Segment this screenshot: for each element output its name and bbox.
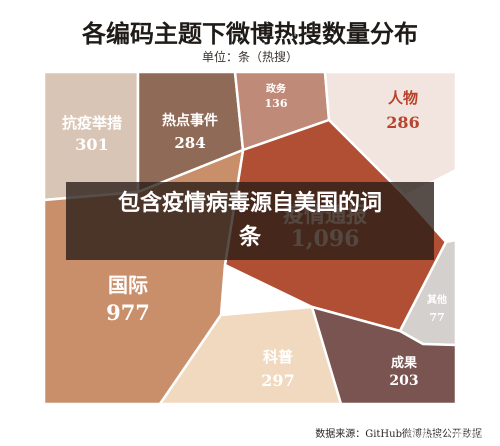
watermark: 微博 @ 中传数新: [406, 428, 490, 441]
cell-value-5: 977: [106, 300, 150, 325]
overlay-line-2: 条: [238, 225, 261, 250]
overlay-line-1: 包含疫情病毒源自美国的词: [117, 191, 382, 216]
cell-label-2: 政务: [266, 82, 287, 95]
cell-8: [310, 305, 458, 406]
cell-value-6: 77: [429, 311, 444, 324]
cell-value-1: 284: [174, 134, 205, 152]
cell-label-3: 人物: [388, 89, 418, 107]
cell-label-7: 科普: [263, 348, 293, 366]
cell-value-2: 136: [265, 97, 288, 110]
cell-label-1: 热点事件: [162, 112, 218, 129]
chart-title: 各编码主题下微博热搜数量分布: [82, 19, 418, 48]
cell-value-3: 286: [386, 113, 419, 132]
cell-value-7: 297: [261, 371, 294, 390]
cell-label-6: 其他: [427, 293, 447, 306]
headline-overlay: 包含疫情病毒源自美国的词 条: [66, 182, 434, 260]
cell-label-0: 抗疫举措: [62, 114, 122, 132]
cell-value-0: 301: [75, 135, 108, 154]
cell-value-8: 203: [389, 373, 418, 389]
data-source: 数据来源：GitHub微博热搜公开数据: [315, 429, 482, 440]
cell-label-5: 国际: [108, 273, 148, 297]
unit-label: 单位：条（热搜）: [201, 50, 298, 64]
cell-label-8: 成果: [391, 355, 417, 371]
